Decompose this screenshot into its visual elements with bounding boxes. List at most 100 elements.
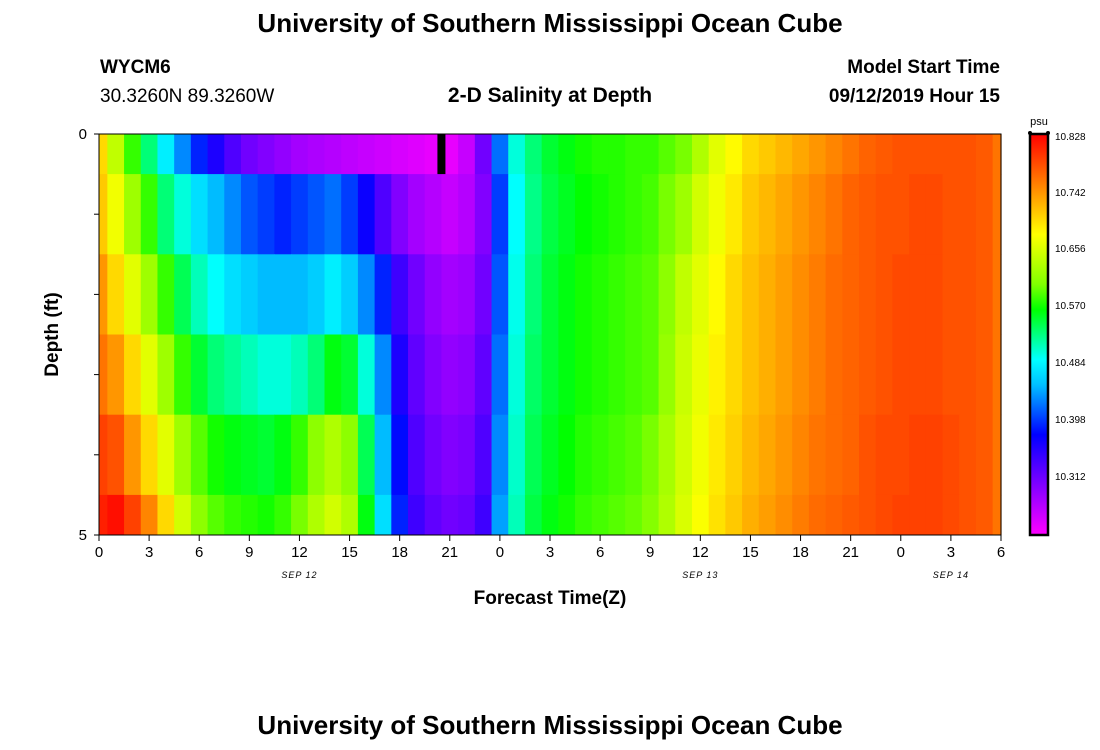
heatmap-cell bbox=[157, 254, 175, 335]
colorbar-corner-dot bbox=[1046, 131, 1050, 135]
heatmap-cell bbox=[959, 334, 977, 416]
heatmap-cell bbox=[140, 414, 159, 496]
heatmap-cell bbox=[925, 494, 944, 536]
heatmap-cell bbox=[291, 414, 309, 496]
heatmap-cell bbox=[825, 494, 843, 536]
heatmap-cell bbox=[324, 494, 342, 536]
heatmap-cell bbox=[99, 334, 108, 416]
heatmap-cell bbox=[508, 334, 526, 416]
heatmap-cell bbox=[658, 494, 676, 536]
heatmap-cell bbox=[742, 334, 760, 416]
heatmap-cell bbox=[99, 134, 108, 175]
heatmap-cell bbox=[825, 134, 843, 175]
heatmap-cell bbox=[608, 334, 626, 416]
heatmap-cell bbox=[140, 494, 159, 536]
heatmap-cell bbox=[240, 334, 259, 416]
heatmap-cell bbox=[357, 494, 376, 536]
heatmap-cell bbox=[474, 494, 493, 536]
heatmap-cell bbox=[257, 414, 275, 496]
heatmap-cell bbox=[341, 414, 359, 496]
heatmap-cell bbox=[274, 134, 292, 175]
x-tick-label: 6 bbox=[997, 544, 1005, 561]
heatmap-cell bbox=[291, 134, 309, 175]
heatmap-cell bbox=[691, 414, 710, 496]
heatmap-cell bbox=[391, 174, 409, 255]
x-tick-label: 15 bbox=[742, 544, 759, 561]
heatmap-cell bbox=[875, 494, 894, 536]
heatmap-cell bbox=[942, 414, 960, 496]
heatmap-cell bbox=[190, 254, 209, 335]
heatmap-cell bbox=[341, 334, 359, 416]
heatmap-cell bbox=[808, 334, 827, 416]
heatmap-cell bbox=[207, 134, 225, 175]
heatmap-cell bbox=[374, 174, 392, 255]
heatmap-cell bbox=[291, 254, 309, 335]
model-start-value: 09/12/2019 Hour 15 bbox=[828, 86, 1000, 107]
heatmap-cell bbox=[575, 334, 593, 416]
heatmap-cell bbox=[124, 254, 142, 335]
heatmap-cell bbox=[491, 494, 509, 536]
heatmap-cell bbox=[842, 174, 860, 255]
heatmap-cell bbox=[725, 254, 743, 335]
heatmap-cell bbox=[174, 414, 192, 496]
heatmap-cell bbox=[625, 174, 643, 255]
heatmap-cell bbox=[207, 414, 225, 496]
heatmap-cell bbox=[508, 134, 526, 175]
heatmap-cell bbox=[825, 414, 843, 496]
heatmap-cell bbox=[975, 414, 994, 496]
heatmap-cell bbox=[558, 414, 576, 496]
heatmap-cell bbox=[341, 134, 359, 175]
heatmap-cell bbox=[107, 134, 125, 175]
current-time-marker bbox=[437, 134, 446, 175]
heatmap-cell bbox=[842, 334, 860, 416]
heatmap-cell bbox=[758, 134, 777, 175]
heatmap-cell bbox=[458, 254, 476, 335]
heatmap-cell bbox=[742, 254, 760, 335]
heatmap-cell bbox=[808, 494, 827, 536]
heatmap-cell bbox=[341, 254, 359, 335]
heatmap-cell bbox=[107, 254, 125, 335]
heatmap-cell bbox=[140, 134, 159, 175]
heatmap-cell bbox=[792, 334, 810, 416]
heatmap-cell bbox=[892, 254, 910, 335]
heatmap-cell bbox=[307, 174, 326, 255]
page-title: University of Southern Mississippi Ocean… bbox=[257, 8, 843, 38]
heatmap-cell bbox=[992, 174, 1002, 255]
date-label: SEP 14 bbox=[933, 570, 969, 580]
heatmap-cell bbox=[190, 494, 209, 536]
heatmap-cell bbox=[174, 134, 192, 175]
heatmap-cell bbox=[825, 254, 843, 335]
heatmap-cell bbox=[558, 334, 576, 416]
heatmap-cell bbox=[658, 134, 676, 175]
heatmap-cell bbox=[625, 254, 643, 335]
heatmap-cell bbox=[591, 174, 610, 255]
heatmap-cell bbox=[324, 334, 342, 416]
heatmap-cell bbox=[859, 494, 877, 536]
heatmap-cell bbox=[625, 494, 643, 536]
heatmap-cell bbox=[859, 134, 877, 175]
heatmap-cell bbox=[591, 254, 610, 335]
colorbar-gradient bbox=[1028, 132, 1050, 537]
heatmap-cell bbox=[541, 494, 559, 536]
heatmap-cell bbox=[491, 334, 509, 416]
heatmap-cell bbox=[524, 134, 543, 175]
heatmap-cell bbox=[174, 174, 192, 255]
heatmap-cell bbox=[190, 414, 209, 496]
heatmap-cell bbox=[975, 334, 994, 416]
heatmap-cell bbox=[992, 414, 1002, 496]
heatmap-cell bbox=[992, 134, 1002, 175]
x-axis: 0 3 6 9 12 15 18 21 0 3 6 9 12 15 18 21 0 3 6 SEP 12 SEP 13 S… bbox=[95, 535, 1005, 580]
heatmap-cell bbox=[691, 254, 710, 335]
colorbar-tick-label: 10.742 bbox=[1055, 188, 1086, 199]
heatmap-cell bbox=[157, 134, 175, 175]
heatmap-cell bbox=[658, 254, 676, 335]
heatmap-cell bbox=[324, 174, 342, 255]
heatmap-cell bbox=[758, 414, 777, 496]
heatmap-cell bbox=[925, 254, 944, 335]
heatmap-cell bbox=[641, 414, 660, 496]
date-label: SEP 12 bbox=[281, 570, 317, 580]
heatmap-cell bbox=[174, 334, 192, 416]
heatmap-cell bbox=[408, 334, 426, 416]
heatmap-cell bbox=[808, 254, 827, 335]
heatmap-cell bbox=[959, 494, 977, 536]
